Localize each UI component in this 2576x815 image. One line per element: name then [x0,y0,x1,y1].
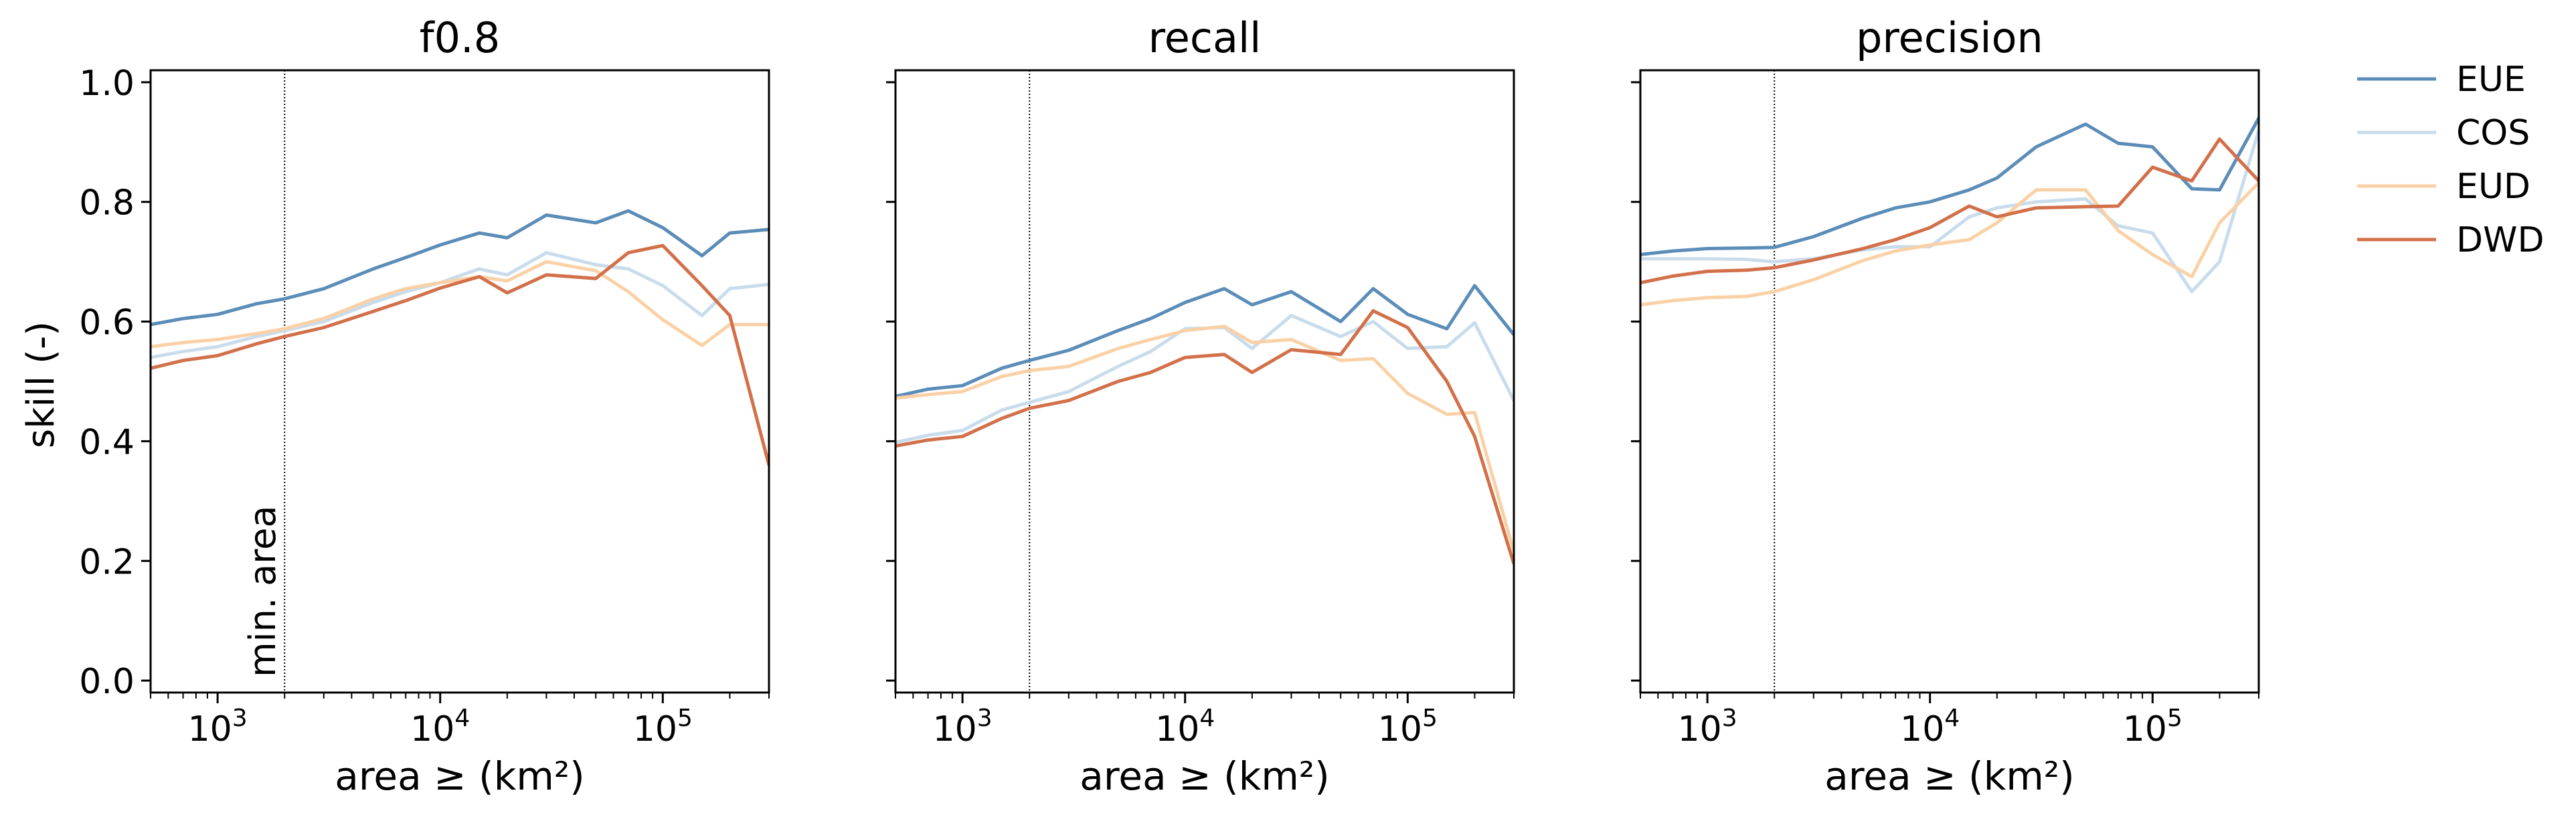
x-tick-label: 104 [1155,705,1215,749]
x-axis-label: area ≥ (km²) [1824,753,2074,799]
series-line-cos [1640,129,2259,294]
x-axis-label: area ≥ (km²) [1080,753,1329,799]
legend-label-eud: EUD [2456,167,2530,207]
panel-title: f0.8 [420,13,500,62]
x-tick-label: 105 [1378,705,1438,749]
y-tick-label: 0.2 [79,542,135,582]
series-line-eud [895,325,1514,553]
y-tick-label: 0.4 [79,422,135,462]
legend-label-eue: EUE [2456,60,2526,100]
x-tick-label: 104 [1900,705,1960,749]
series-line-eud [1640,181,2259,306]
x-tick-label: 105 [2123,705,2182,749]
panel-recall: 103 104 105 recall area ≥ (km²) [886,13,1515,799]
plot-frame [1639,69,2260,694]
x-tick-label: 103 [188,705,248,749]
x-tick-label: 105 [633,705,693,749]
y-tick-label: 0.8 [79,183,135,223]
series-line-eue [1640,117,2259,256]
legend-label-cos: COS [2456,113,2530,153]
min-area-annotation: min. area [242,505,284,677]
chart-panels: 0.0 0.2 0.4 0.6 0.8 1.0 103 104 105 f0.8 area ≥ (k… [79,13,2260,799]
panel-title: recall [1148,13,1262,62]
plot-frame [894,69,1515,694]
series-line-cos [151,251,769,359]
panel-precision: 103 104 105 precision area ≥ (km²) [1631,13,2260,799]
y-tick-label: 1.0 [79,64,135,104]
x-tick-label: 103 [933,705,993,749]
series-line-dwd [151,244,769,466]
series-line-dwd [895,309,1514,565]
series-lines [895,284,1514,565]
series-lines [151,209,769,466]
series-line-dwd [1640,137,2259,284]
y-axis-label: skill (-) [19,321,63,448]
legend: EUE COS EUD DWD [2357,60,2545,260]
x-tick-label: 104 [410,705,470,749]
series-line-eue [895,284,1514,398]
series-line-eue [151,209,769,327]
panel-f0-8: 0.0 0.2 0.4 0.6 0.8 1.0 103 104 105 f0.8 area ≥ (k… [79,13,770,799]
y-tick-label: 0.6 [79,303,135,343]
x-axis-label: area ≥ (km²) [335,753,584,799]
legend-label-dwd: DWD [2456,220,2545,260]
plot-frame [149,69,770,694]
panel-title: precision [1856,13,2043,62]
y-tick-label: 0.0 [79,662,135,702]
series-line-eud [151,260,769,349]
x-tick-label: 103 [1678,705,1737,749]
series-lines [1640,117,2259,306]
